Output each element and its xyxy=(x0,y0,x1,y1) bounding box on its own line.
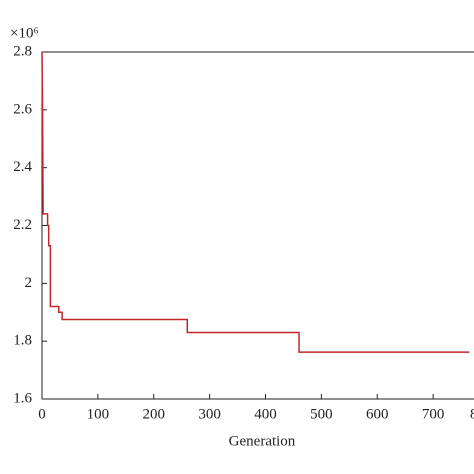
y-tick-label: 2.2 xyxy=(13,217,32,233)
x-tick-label: 0 xyxy=(38,406,46,422)
data-line xyxy=(41,51,470,353)
x-tick-label: 500 xyxy=(310,406,333,422)
y-tick-label: 1.8 xyxy=(13,333,32,349)
y-tick-label: 2.8 xyxy=(13,43,32,59)
x-tick-label: 100 xyxy=(87,406,110,422)
y-tick-label: 2.6 xyxy=(13,101,32,117)
x-tick-label: 300 xyxy=(198,406,221,422)
y-multiplier: ×10⁶ xyxy=(10,25,39,41)
x-tick-label: 8 xyxy=(470,406,474,422)
x-axis-label: Generation xyxy=(229,433,296,449)
plot-frame xyxy=(41,51,474,400)
y-tick-label: 1.6 xyxy=(13,390,32,406)
y-tick-label: 2 xyxy=(25,275,33,291)
x-tick-label: 600 xyxy=(366,406,389,422)
x-tick-label: 700 xyxy=(422,406,445,422)
y-tick-label: 2.4 xyxy=(13,159,32,175)
x-tick-label: 200 xyxy=(143,406,166,422)
x-tick-label: 400 xyxy=(254,406,277,422)
